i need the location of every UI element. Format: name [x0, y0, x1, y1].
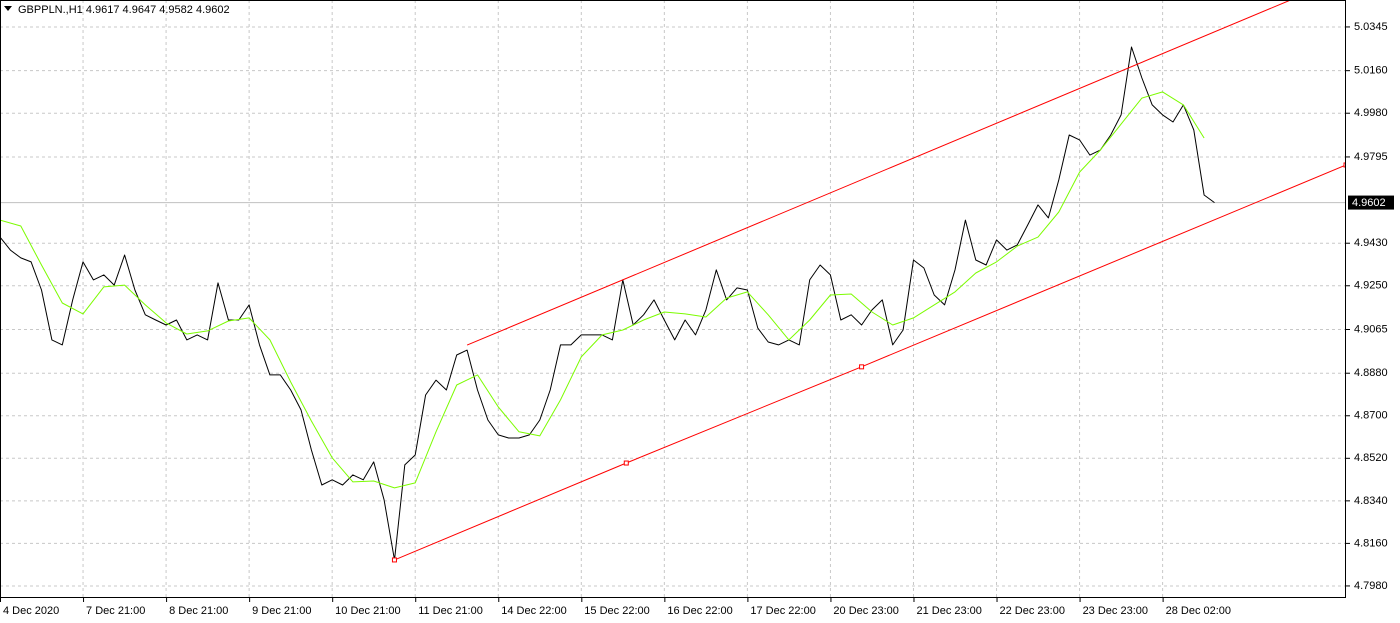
y-tick-label: 4.9795 [1354, 151, 1388, 163]
y-tick-label: 4.8340 [1354, 495, 1388, 507]
x-tick-label: 17 Dec 22:00 [750, 605, 815, 617]
price-line [466, 0, 1291, 346]
menu-triangle[interactable] [4, 6, 12, 11]
y-tick-label: 5.0160 [1354, 65, 1388, 77]
x-tick-label: 20 Dec 23:00 [833, 605, 898, 617]
price-line [0, 46, 1215, 561]
x-tick-label: 4 Dec 2020 [3, 605, 59, 617]
y-tick-label: 4.8700 [1354, 410, 1388, 422]
price-line [394, 164, 1346, 561]
y-tick-label: 4.9250 [1354, 280, 1388, 292]
current-price-label: 4.9602 [1352, 197, 1386, 209]
x-tick-label: 10 Dec 21:00 [335, 605, 400, 617]
x-tick-label: 23 Dec 23:00 [1083, 605, 1148, 617]
y-tick-label: 4.7980 [1354, 580, 1388, 592]
plot-border [0, 0, 1346, 598]
x-tick-label: 22 Dec 23:00 [1000, 605, 1065, 617]
y-tick-label: 4.8880 [1354, 367, 1388, 379]
x-tick-label: 14 Dec 22:00 [501, 605, 566, 617]
y-tick-label: 4.8160 [1354, 537, 1388, 549]
anchor-point [859, 364, 865, 370]
price-line [0, 91, 1205, 489]
y-tick-label: 4.8520 [1354, 452, 1388, 464]
x-tick-label: 15 Dec 22:00 [584, 605, 649, 617]
x-tick-label: 8 Dec 21:00 [169, 605, 228, 617]
x-tick-label: 16 Dec 22:00 [667, 605, 732, 617]
grid [0, 0, 1346, 598]
current-price-box [1348, 195, 1394, 210]
x-tick-label: 11 Dec 21:00 [418, 605, 483, 617]
axes: 5.0345 5.0160 4.9980 4.9795 4.9430 4.9250 4.90… [0, 21, 1394, 617]
y-tick-label: 4.9980 [1354, 107, 1388, 119]
y-tick-label: 5.0345 [1354, 21, 1388, 33]
anchor-point [623, 460, 629, 466]
y-tick-label: 4.9430 [1354, 237, 1388, 249]
chart-title: GBPPLN.,H1 4.9617 4.9647 4.9582 4.9602 [18, 4, 230, 16]
x-tick-label: 21 Dec 23:00 [916, 605, 981, 617]
anchor-point [391, 557, 397, 563]
x-tick-label: 9 Dec 21:00 [252, 605, 311, 617]
x-tick-label: 28 Dec 02:00 [1166, 605, 1231, 617]
x-tick-label: 7 Dec 21:00 [86, 605, 145, 617]
plot-area [0, 0, 1346, 563]
y-tick-label: 4.9065 [1354, 323, 1388, 335]
